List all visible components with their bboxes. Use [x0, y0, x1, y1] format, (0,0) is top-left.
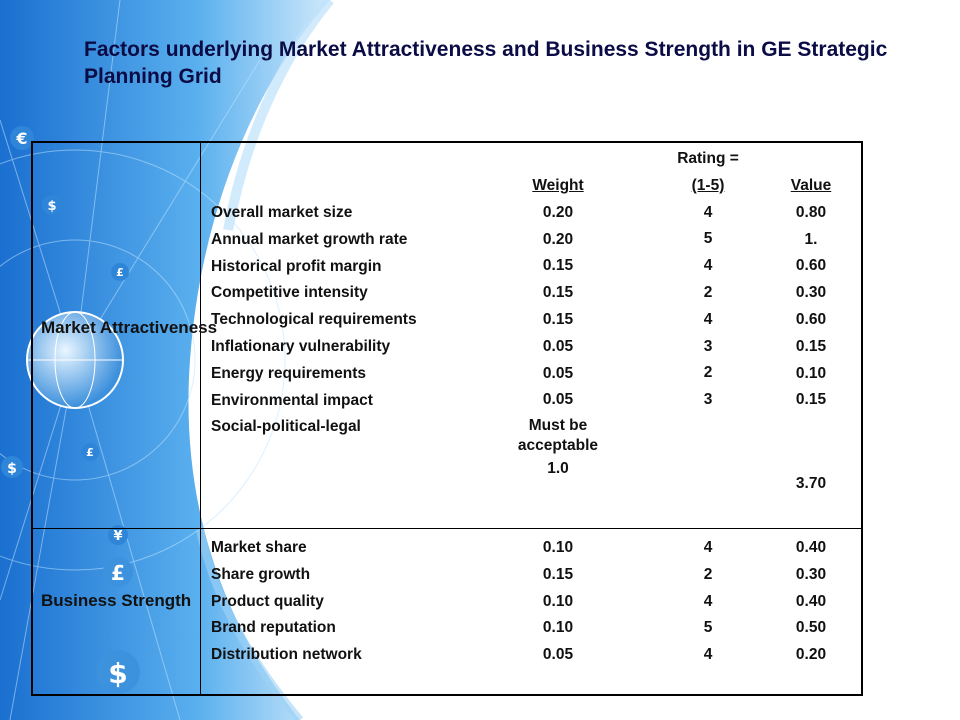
page-title: Factors underlying Market Attractiveness…	[84, 38, 888, 88]
factor-name: Environmental impact	[211, 391, 373, 409]
rating-cell: 2	[703, 283, 713, 301]
value-cell: 0.30	[795, 284, 827, 302]
svg-text:$: $	[108, 657, 127, 690]
factor-name: Distribution network	[211, 646, 362, 664]
weight-total: 1.0	[547, 460, 569, 478]
factor-name: Technological requirements	[211, 311, 417, 329]
pound-icon: £	[111, 263, 129, 281]
weight-cell: 0.05	[542, 646, 574, 664]
svg-text:£: £	[111, 561, 125, 585]
weight-cell: 0.15	[542, 310, 574, 328]
value-cell: 0.30	[795, 565, 827, 583]
rating-header-line2: (1-5)	[691, 176, 725, 194]
weight-cell: 0.20	[542, 203, 574, 221]
weight-header: Weight	[532, 177, 584, 194]
svg-text:€: €	[15, 129, 27, 148]
rating-cell: 4	[703, 310, 713, 328]
rating-header-line1: Rating =	[677, 150, 739, 167]
rating-cell: 4	[703, 257, 713, 275]
rating-cell: 5	[703, 230, 713, 248]
rating-cell: 2	[703, 565, 713, 583]
rating-cell: 5	[703, 619, 713, 637]
weight-cell: 0.15	[542, 565, 574, 583]
dollar-icon: $	[42, 195, 62, 215]
svg-text:$: $	[47, 199, 56, 214]
rating-cell: 4	[703, 646, 713, 664]
value-cell: 0.50	[795, 619, 827, 637]
weight-cell: 0.10	[542, 619, 574, 637]
dollar-icon: $	[96, 650, 140, 694]
dollar-icon: $	[1, 456, 23, 478]
value-cell: 0.80	[795, 203, 827, 221]
value-cell: 0.15	[795, 391, 827, 409]
value-total: 3.70	[795, 475, 827, 492]
factor-name: Annual market growth rate	[211, 230, 408, 248]
rating-cell: 4	[703, 539, 713, 556]
factor-name: Share growth	[211, 565, 311, 583]
rating-cell: 4	[703, 592, 713, 610]
weight-cell: 0.05	[542, 391, 574, 409]
market-value-total: 3.70	[771, 471, 851, 498]
rating-cell: 2	[703, 364, 713, 382]
factor-name: Social-political-legal	[211, 418, 361, 436]
business-strength-label: Business Strength	[41, 591, 192, 610]
svg-text:£: £	[86, 446, 94, 459]
value-cell: 1.	[804, 230, 818, 248]
factor-name: Product quality	[211, 592, 324, 610]
weight-cell: 0.05	[542, 337, 574, 355]
factor-name: Inflationary vulnerability	[211, 337, 391, 355]
weight-cell: 0.15	[542, 284, 574, 302]
factor-name: Overall market size	[211, 204, 353, 221]
value-cell: 0.60	[795, 310, 827, 328]
weight-cell: 0.10	[542, 539, 574, 556]
factor-name: Market share	[211, 539, 307, 556]
weight-cell: 0.15	[542, 257, 574, 275]
value-cell: 0.15	[795, 337, 827, 355]
pound-icon: £	[103, 557, 133, 587]
business-ratings-column: 4 2 4 5 4	[668, 535, 748, 669]
euro-icon: €	[10, 126, 34, 150]
factor-name: Energy requirements	[211, 364, 367, 382]
value-cell: 0.40	[795, 539, 827, 556]
svg-text:$: $	[7, 461, 17, 477]
weight-cell: Must be acceptable	[517, 417, 599, 455]
market-ratings-column: Rating = (1-5) 4 5 4 2 4 3 2 3	[668, 146, 748, 414]
market-values-column: Value 0.80 1. 0.60 0.30 0.60 0.15 0.10 0…	[771, 173, 851, 414]
business-factors-column: Market share Share growth Product qualit…	[211, 535, 362, 669]
factor-name: Historical profit margin	[211, 257, 382, 275]
value-cell: 0.60	[795, 257, 827, 275]
market-weights-column: Weight 0.20 0.20 0.15 0.15 0.15 0.05 0.0…	[498, 173, 618, 483]
weight-cell: 0.20	[542, 230, 574, 248]
business-values-column: 0.40 0.30 0.40 0.50 0.20	[771, 535, 851, 669]
svg-text:£: £	[116, 266, 124, 279]
globe-icon	[26, 311, 124, 409]
factor-table: Market Attractiveness Overall market siz…	[31, 141, 863, 696]
value-cell: 0.20	[795, 646, 827, 664]
market-factors-column: Overall market size Annual market growth…	[211, 200, 417, 441]
value-header: Value	[790, 177, 832, 194]
weight-cell: 0.05	[542, 364, 574, 382]
value-cell: 0.40	[795, 592, 827, 610]
factor-name: Competitive intensity	[211, 284, 368, 302]
factor-name: Brand reputation	[211, 619, 336, 637]
weight-cell: 0.10	[542, 592, 574, 610]
pound-icon: £	[81, 443, 99, 461]
value-cell: 0.10	[795, 364, 827, 382]
business-weights-column: 0.10 0.15 0.10 0.10 0.05	[498, 535, 618, 669]
rating-cell: 4	[703, 203, 713, 221]
rating-cell: 3	[703, 337, 713, 355]
svg-text:¥: ¥	[113, 529, 122, 544]
yen-icon: ¥	[108, 525, 128, 545]
market-attractiveness-label: Market Attractiveness	[41, 318, 218, 337]
rating-cell: 3	[703, 391, 713, 409]
